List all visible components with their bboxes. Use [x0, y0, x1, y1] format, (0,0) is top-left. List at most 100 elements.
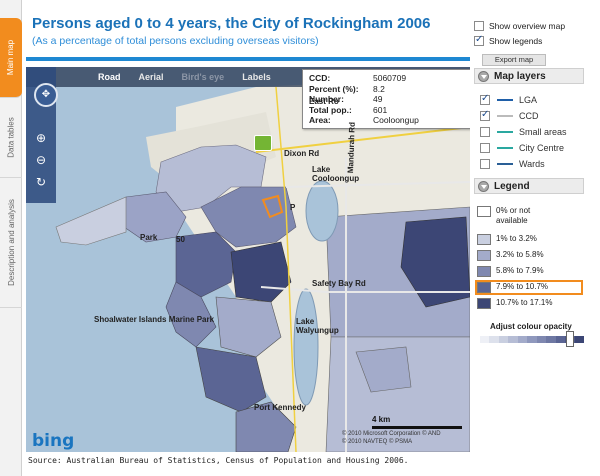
bing-logo: bing [32, 431, 75, 451]
checkbox[interactable] [474, 34, 484, 46]
opacity-label: Adjust colour opacity [490, 322, 572, 331]
tooltip-key: Area: [309, 115, 331, 125]
layer-swatch [497, 163, 513, 165]
checkbox-label: Show overview map [489, 20, 566, 31]
view-aerial-tab[interactable]: Aerial [138, 72, 164, 82]
checkbox[interactable] [480, 143, 490, 153]
tooltip-key: Total pop.: [309, 104, 352, 115]
legend-swatch [477, 234, 491, 245]
export-map-button[interactable]: Export map [482, 54, 546, 66]
legend-swatch [477, 266, 491, 277]
layer-swatch [497, 147, 513, 149]
view-labels-tab[interactable]: Labels [242, 72, 271, 82]
tooltip-value: 5060709 [373, 73, 407, 83]
legend-swatch [477, 298, 491, 309]
page-subtitle: (As a percentage of total persons exclud… [32, 35, 319, 47]
tab-label: Data tables [6, 117, 16, 158]
checkbox[interactable] [480, 109, 490, 121]
map-canvas [55, 77, 470, 452]
map-copyright: © 2010 NAVTEQ © PSMA [342, 439, 413, 445]
tooltip-row: Total pop.: 601 [309, 105, 465, 116]
layer-label: Small areas [519, 127, 567, 137]
map-nav-control: ✥ ⊕ ⊖ ↻ [26, 67, 58, 203]
layer-small-areas[interactable]: Small areas [480, 125, 567, 139]
zoom-in-icon[interactable]: ⊕ [35, 131, 47, 145]
legend-label: 7.9% to 10.7% [496, 282, 549, 291]
place-shoalwater: Shoalwater Islands Marine Park [94, 315, 215, 324]
legend-swatch [477, 206, 491, 217]
layer-label: LGA [519, 95, 538, 105]
layer-wards[interactable]: Wards [480, 157, 545, 171]
legend-label: 3.2% to 5.8% [496, 250, 544, 259]
legend-label: 1% to 3.2% [496, 234, 537, 243]
tooltip-key: Percent (%): [309, 83, 359, 94]
layer-swatch [497, 99, 513, 101]
tooltip-row: Percent (%): 8.2 [309, 84, 465, 95]
tooltip-key: CCD: [309, 73, 331, 83]
view-birdseye-tab[interactable]: Bird's eye [181, 72, 225, 82]
section-title: Legend [494, 180, 530, 192]
compass-pan-icon[interactable]: ✥ [34, 83, 58, 107]
legend-item: 1% to 3.2% [477, 234, 581, 245]
view-road-tab[interactable]: Road [98, 72, 121, 82]
checkbox[interactable] [480, 127, 490, 137]
tab-data-tables[interactable]: Data tables [0, 98, 22, 178]
tab-main-map[interactable]: Main map [0, 18, 22, 98]
options-panel: Show overview map Show legends [474, 18, 600, 48]
tooltip-row: Number: 49 [309, 94, 465, 105]
location-pin-icon[interactable] [254, 135, 272, 151]
legend-item: 0% or not available [477, 206, 581, 226]
header-divider [26, 57, 470, 61]
legend-item: 3.2% to 5.8% [477, 250, 581, 261]
zoom-out-icon[interactable]: ⊖ [35, 153, 47, 167]
legend-label: 10.7% to 17.1% [496, 298, 553, 307]
rotate-icon[interactable]: ↻ [35, 175, 47, 189]
tooltip-value: Cooloongup [373, 115, 419, 125]
place-lake-walyungup: Lake Walyungup [296, 317, 339, 335]
legend-header[interactable]: Legend [474, 178, 584, 194]
place-dixon-rd: Dixon Rd [284, 149, 320, 158]
place-p: P [290, 203, 296, 212]
legend-swatch [477, 282, 491, 293]
legend-swatch [477, 250, 491, 261]
road-number: 50 [176, 235, 185, 244]
tooltip-row: CCD: 5060709 [309, 73, 465, 84]
place-lake-cooloongup: Lake Cooloongup [312, 165, 360, 183]
collapse-icon[interactable] [478, 70, 489, 82]
collapse-icon[interactable] [478, 180, 489, 192]
layer-swatch [497, 115, 513, 117]
place-park: Park [140, 233, 158, 242]
tooltip-value: 49 [373, 94, 383, 104]
checkbox-label: Show legends [489, 35, 543, 46]
tab-description[interactable]: Description and analysis [0, 178, 22, 308]
section-title: Map layers [494, 70, 546, 82]
layer-city-centre[interactable]: City Centre [480, 141, 564, 155]
layer-swatch [497, 131, 513, 133]
show-legends-toggle[interactable]: Show legends [474, 33, 600, 48]
scale-label: 4 km [372, 415, 391, 424]
opacity-slider-handle[interactable] [566, 331, 574, 347]
checkbox[interactable] [480, 159, 490, 169]
checkbox[interactable] [474, 20, 484, 31]
legend-item: 5.8% to 7.9% [477, 266, 581, 277]
source-note: Source: Australian Bureau of Statistics,… [28, 456, 409, 465]
layer-lga[interactable]: LGA [480, 93, 537, 107]
tooltip-key: Number: [309, 94, 344, 104]
checkbox[interactable] [480, 93, 490, 105]
legend-item-highlighted: 7.9% to 10.7% [475, 280, 583, 295]
show-overview-toggle[interactable]: Show overview map [474, 18, 600, 33]
scale-bar [372, 426, 462, 429]
layer-ccd[interactable]: CCD [480, 109, 539, 123]
vertical-tab-strip: Main map Data tables Description and ana… [0, 0, 22, 476]
legend-label: 5.8% to 7.9% [496, 266, 544, 275]
tooltip-row: Area: Cooloongup [309, 115, 465, 126]
place-safety-bay-rd: Safety Bay Rd [312, 279, 366, 288]
layer-label: City Centre [519, 143, 565, 153]
legend-item: 10.7% to 17.1% [477, 298, 581, 309]
ccd-tooltip: CCD: 5060709 Percent (%): 8.2 Number: 49 To… [302, 69, 470, 129]
map-layers-header[interactable]: Map layers [474, 68, 584, 84]
layer-label: CCD [519, 111, 539, 121]
tooltip-value: 601 [373, 104, 388, 115]
layer-label: Wards [519, 159, 545, 169]
map-view[interactable]: Road Aerial Bird's eye Labels ✥ ⊕ ⊖ ↻ CC… [26, 67, 470, 452]
